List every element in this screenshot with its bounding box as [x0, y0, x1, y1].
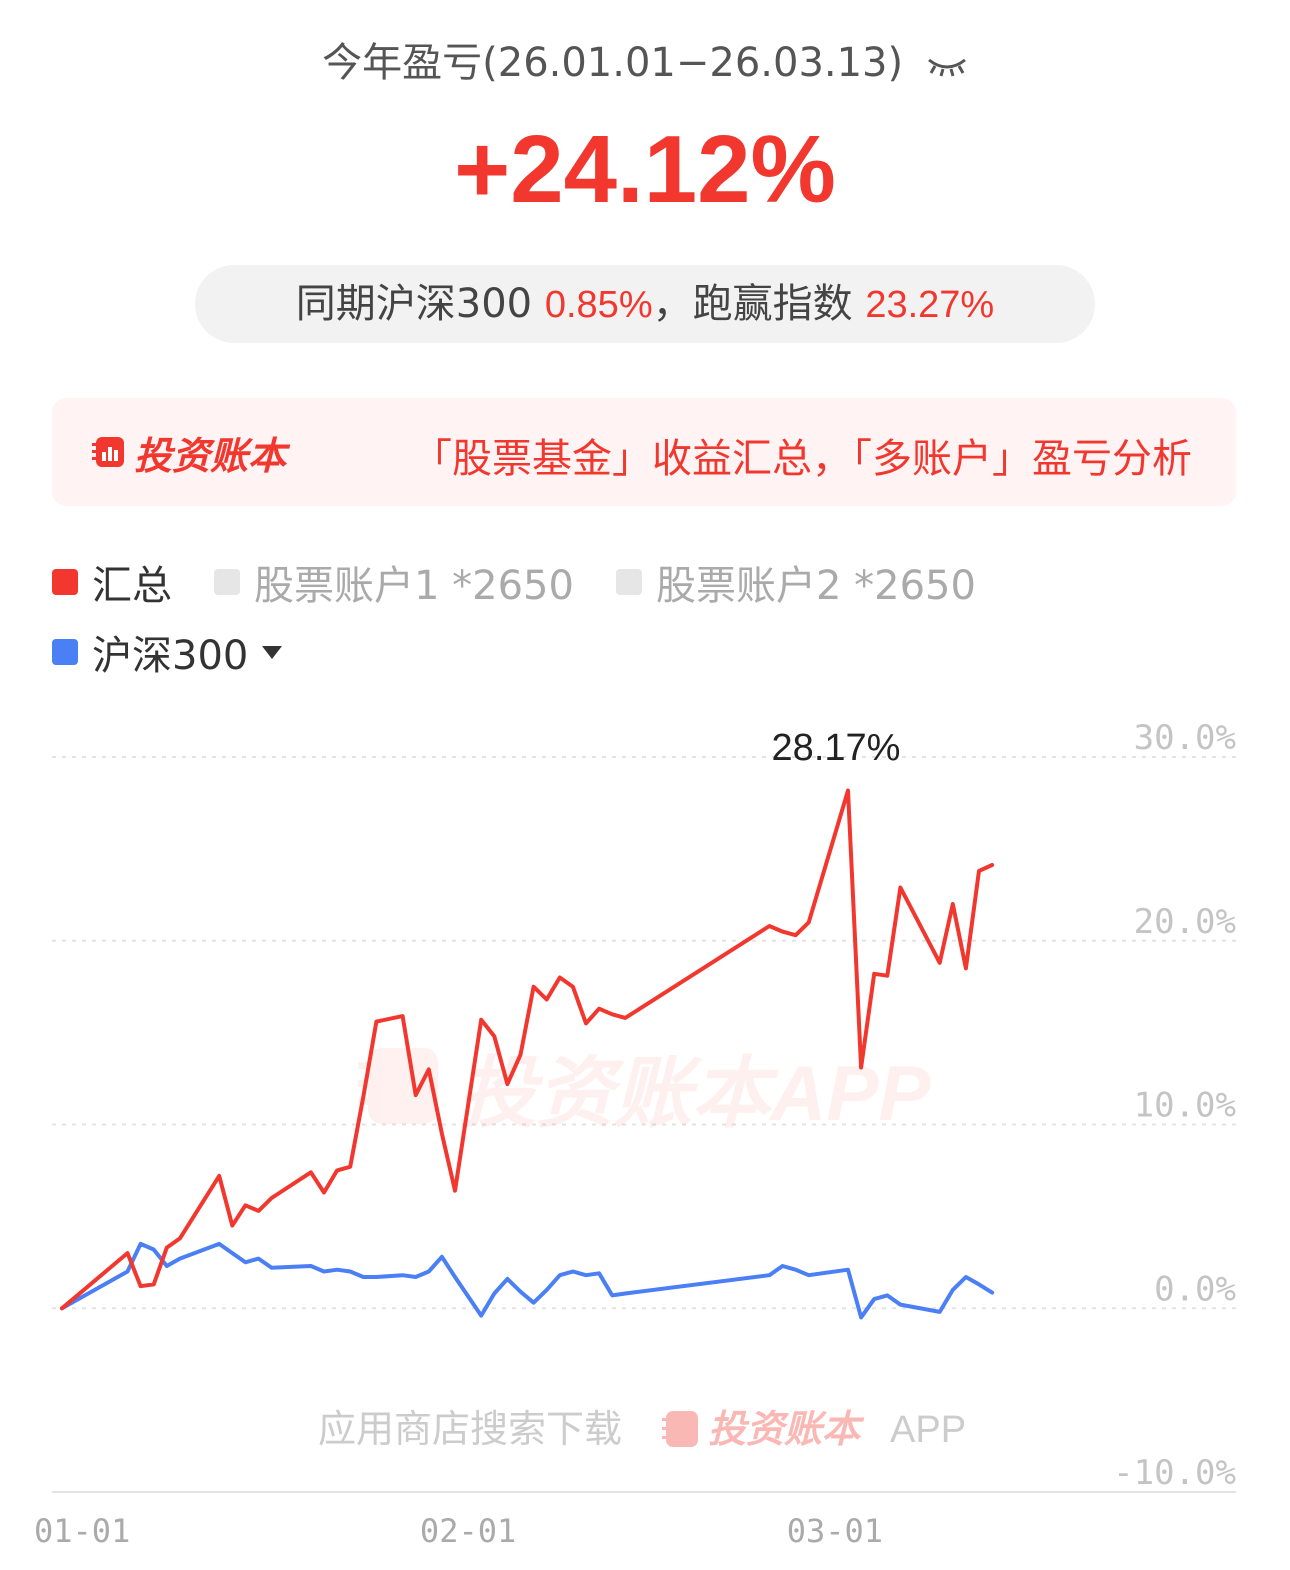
watermark-small-suffix: APP [890, 1409, 966, 1451]
annotations: 28.17% [772, 727, 901, 769]
legend-swatch [214, 569, 240, 595]
x-tick-label: 03-01 [787, 1512, 883, 1550]
watermark-small-prefix: 应用商店搜索下载 [318, 1407, 622, 1451]
legend-row-2: 沪深300 [52, 623, 324, 681]
compare-middle: ，跑赢指数 [652, 281, 853, 327]
line-chart: 投资账本APP 应用商店搜索下载 投资账本 APP 30.0% 20.0% 10.0… [34, 718, 1236, 1550]
legend-label: 汇总 [92, 563, 172, 609]
watermark-small-logo: 投资账本 [708, 1407, 865, 1451]
series-line-index [60, 1241, 995, 1320]
title-text: 今年盈亏(26.01.01−26.03.13) [322, 40, 904, 86]
legend-item-index[interactable]: 沪深300 [52, 623, 283, 681]
index-compare-pill: 同期沪深300 0.85%，跑赢指数 23.27% [195, 265, 1095, 343]
x-axis: 01-01 02-01 03-01 [34, 1512, 883, 1550]
y-axis: 30.0% 20.0% 10.0% 0.0% -10.0% [1113, 718, 1236, 1493]
y-tick-label: 30.0% [1134, 718, 1236, 758]
dropdown-caret-icon[interactable] [262, 645, 283, 659]
compare-prefix: 同期沪深300 [295, 281, 533, 327]
peak-label: 28.17% [772, 727, 901, 769]
y-tick-label: -10.0% [1113, 1453, 1236, 1493]
y-tick-label: 20.0% [1134, 902, 1236, 942]
legend-label: 沪深300 [92, 633, 249, 679]
index-return: 0.85% [544, 284, 653, 326]
eye-closed-icon[interactable] [926, 42, 968, 88]
beat-index-value: 23.27% [865, 284, 995, 326]
header-title: 今年盈亏(26.01.01−26.03.13) [0, 30, 1290, 88]
legend-item-total[interactable]: 汇总 [52, 553, 172, 611]
legend-swatch [615, 569, 642, 595]
series-line-total [60, 788, 995, 1311]
legend-item-account1[interactable]: 股票账户1 *2650 [214, 553, 574, 611]
legend-swatch [52, 569, 78, 595]
y-tick-label: 0.0% [1154, 1269, 1236, 1309]
app-logo-icon [92, 437, 124, 467]
banner-text: 「股票基金」收益汇总，「多账户」盈亏分析 [412, 436, 1192, 482]
total-return-value: +24.12% [454, 116, 836, 223]
legend-item-account2[interactable]: 股票账户2 *2650 [615, 553, 976, 611]
legend-label: 股票账户1 *2650 [254, 563, 574, 609]
x-tick-label: 02-01 [420, 1512, 516, 1550]
legend-label: 股票账户2 *2650 [655, 563, 976, 609]
chart-watermark: 投资账本APP 应用商店搜索下载 投资账本 APP [318, 1048, 966, 1451]
chart-grid [52, 756, 1236, 1493]
series-lines [60, 788, 995, 1320]
watermark-big: 投资账本APP [458, 1049, 931, 1137]
x-tick-label: 01-01 [34, 1512, 130, 1550]
legend-swatch [52, 639, 78, 665]
promo-banner[interactable]: 投资账本 「股票基金」收益汇总，「多账户」盈亏分析 [52, 398, 1236, 506]
banner-logo-text: 投资账本 [134, 433, 287, 478]
watermark-small-logo-icon [662, 1411, 698, 1447]
y-tick-label: 10.0% [1134, 1086, 1236, 1126]
banner-logo: 投资账本 [92, 428, 286, 478]
legend-row-1: 汇总 股票账户1 *2650 股票账户2 *2650 [52, 553, 1018, 611]
